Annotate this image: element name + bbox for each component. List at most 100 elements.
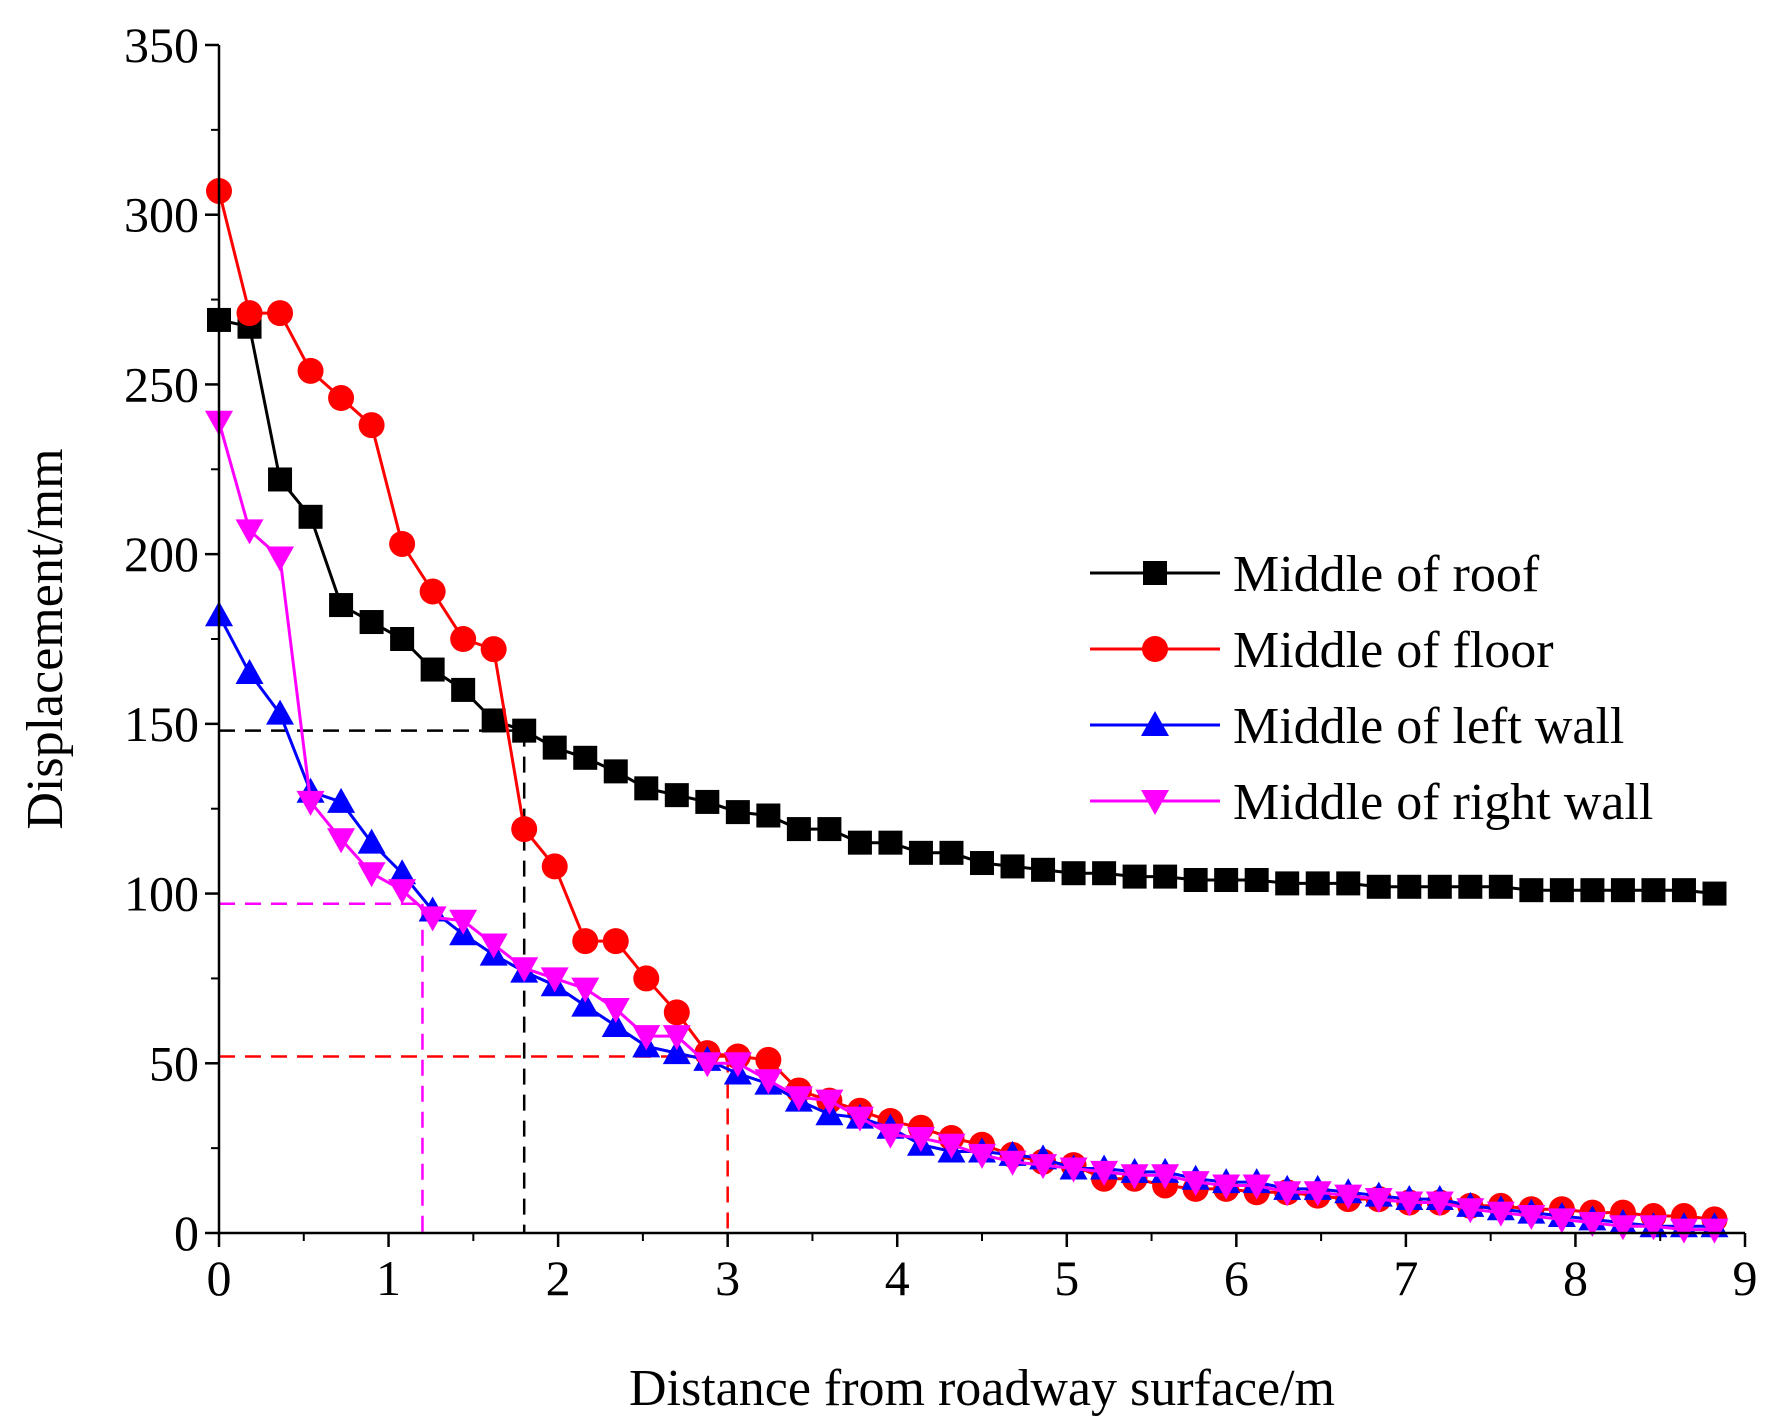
data-point-middle-of-roof: [1244, 867, 1269, 892]
x-tick-label: 4: [885, 1250, 910, 1306]
data-point-middle-of-right-wall: [1547, 1208, 1576, 1234]
data-point-middle-of-floor: [389, 530, 416, 557]
data-point-middle-of-right-wall: [815, 1089, 844, 1115]
data-point-middle-of-right-wall: [418, 906, 447, 932]
data-point-middle-of-floor: [236, 300, 263, 327]
data-point-middle-of-left-wall: [571, 991, 600, 1017]
data-point-middle-of-left-wall: [357, 828, 386, 854]
data-point-middle-of-left-wall: [327, 787, 356, 813]
data-point-middle-of-roof: [1397, 874, 1422, 899]
x-tick-label: 3: [715, 1250, 740, 1306]
data-point-middle-of-roof: [512, 718, 537, 743]
y-axis-title: Displacement/mm: [17, 448, 74, 829]
x-ticks: 0 1 2 3 4 5 6 7 8 9: [207, 1233, 1758, 1306]
data-point-middle-of-right-wall: [876, 1123, 905, 1149]
data-point-middle-of-right-wall: [357, 862, 386, 888]
legend-label-middle-of-right-wall: Middle of right wall: [1233, 774, 1653, 831]
data-point-middle-of-roof: [359, 610, 384, 635]
data-point-middle-of-right-wall: [1303, 1181, 1332, 1207]
data-point-middle-of-floor: [541, 853, 568, 880]
data-point-middle-of-right-wall: [540, 967, 569, 993]
x-tick-label: 7: [1393, 1250, 1418, 1306]
data-point-middle-of-roof: [1183, 867, 1208, 892]
data-point-middle-of-roof: [695, 789, 720, 814]
data-point-middle-of-roof: [1671, 878, 1696, 903]
x-tick-label: 8: [1563, 1250, 1588, 1306]
data-point-middle-of-right-wall: [784, 1086, 813, 1112]
data-point-middle-of-roof: [664, 783, 689, 808]
data-point-middle-of-roof: [1061, 861, 1086, 886]
data-point-middle-of-right-wall: [632, 1025, 661, 1051]
data-point-middle-of-left-wall: [388, 859, 417, 885]
data-point-middle-of-right-wall: [296, 790, 325, 816]
data-point-middle-of-right-wall: [1486, 1201, 1515, 1227]
data-point-middle-of-roof: [1458, 874, 1483, 899]
data-point-middle-of-roof: [1153, 864, 1178, 889]
data-point-middle-of-floor: [572, 928, 599, 955]
data-point-middle-of-roof: [1641, 878, 1666, 903]
data-point-middle-of-roof: [908, 840, 933, 865]
data-point-middle-of-right-wall: [968, 1143, 996, 1169]
data-point-middle-of-roof: [1336, 871, 1361, 896]
data-point-middle-of-right-wall: [693, 1052, 722, 1078]
data-point-middle-of-roof: [970, 851, 994, 876]
data-point-middle-of-roof: [1519, 878, 1544, 903]
data-point-middle-of-floor: [358, 412, 385, 439]
data-point-middle-of-right-wall: [1273, 1181, 1302, 1207]
data-point-middle-of-roof: [1488, 874, 1513, 899]
data-point-middle-of-right-wall: [1578, 1211, 1607, 1237]
data-point-middle-of-roof: [1092, 861, 1117, 886]
data-point-middle-of-roof: [817, 817, 842, 842]
data-point-middle-of-left-wall: [235, 658, 264, 684]
data-point-middle-of-right-wall: [510, 957, 539, 983]
data-point-middle-of-right-wall: [662, 1025, 691, 1051]
y-tick-label: 0: [174, 1205, 199, 1261]
data-point-middle-of-right-wall: [845, 1106, 874, 1132]
data-point-middle-of-right-wall: [449, 909, 478, 935]
data-point-middle-of-right-wall: [1242, 1174, 1271, 1200]
data-point-middle-of-right-wall: [1395, 1191, 1424, 1217]
y-tick-label: 100: [124, 866, 199, 922]
data-point-middle-of-left-wall: [662, 1039, 691, 1065]
legend-label-middle-of-left-wall: Middle of left wall: [1233, 698, 1624, 755]
y-ticks: 0 50 100 150 200 250 300 350: [124, 17, 219, 1261]
data-point-middle-of-right-wall: [388, 879, 417, 905]
y-tick-label: 300: [124, 187, 199, 243]
legend-marker-middle-of-floor: [1142, 636, 1168, 662]
data-point-middle-of-right-wall: [937, 1133, 966, 1159]
data-point-middle-of-roof: [390, 627, 415, 651]
data-point-middle-of-right-wall: [1181, 1171, 1210, 1197]
data-point-middle-of-right-wall: [1700, 1218, 1729, 1244]
data-point-middle-of-roof: [1549, 878, 1574, 903]
legend-marker-middle-of-right-wall: [1141, 790, 1169, 815]
data-point-middle-of-roof: [1000, 854, 1025, 879]
data-point-middle-of-roof: [1610, 878, 1635, 903]
data-point-middle-of-right-wall: [1151, 1164, 1180, 1190]
y-tick-label: 200: [124, 526, 199, 582]
data-point-middle-of-roof: [1031, 857, 1056, 882]
y-tick-label: 150: [124, 696, 199, 752]
data-point-middle-of-right-wall: [1456, 1198, 1485, 1224]
data-point-middle-of-right-wall: [1669, 1218, 1698, 1244]
axes: 0 50 100 150 200 250 300 350 0 1 2 3 4 5 6 7 8 9: [124, 17, 1758, 1306]
data-point-middle-of-roof: [847, 830, 872, 855]
x-tick-label: 1: [376, 1250, 401, 1306]
x-tick-label: 5: [1054, 1250, 1079, 1306]
data-point-middle-of-floor: [663, 999, 690, 1026]
data-point-middle-of-left-wall: [266, 699, 295, 725]
data-point-middle-of-roof: [481, 708, 506, 733]
data-point-middle-of-right-wall: [1090, 1160, 1119, 1186]
x-axis-title: Distance from roadway surface/m: [629, 1360, 1335, 1417]
x-tick-label: 9: [1733, 1250, 1758, 1306]
data-point-middle-of-right-wall: [327, 828, 356, 854]
data-point-middle-of-right-wall: [479, 933, 508, 959]
data-point-middle-of-roof: [573, 745, 598, 770]
data-point-middle-of-roof: [1214, 867, 1239, 892]
data-point-middle-of-right-wall: [906, 1126, 935, 1152]
series-middle-of-right-wall: [205, 410, 1729, 1244]
y-tick-label: 250: [124, 356, 199, 412]
x-tick-label: 2: [546, 1250, 571, 1306]
data-point-middle-of-roof: [1580, 878, 1605, 903]
